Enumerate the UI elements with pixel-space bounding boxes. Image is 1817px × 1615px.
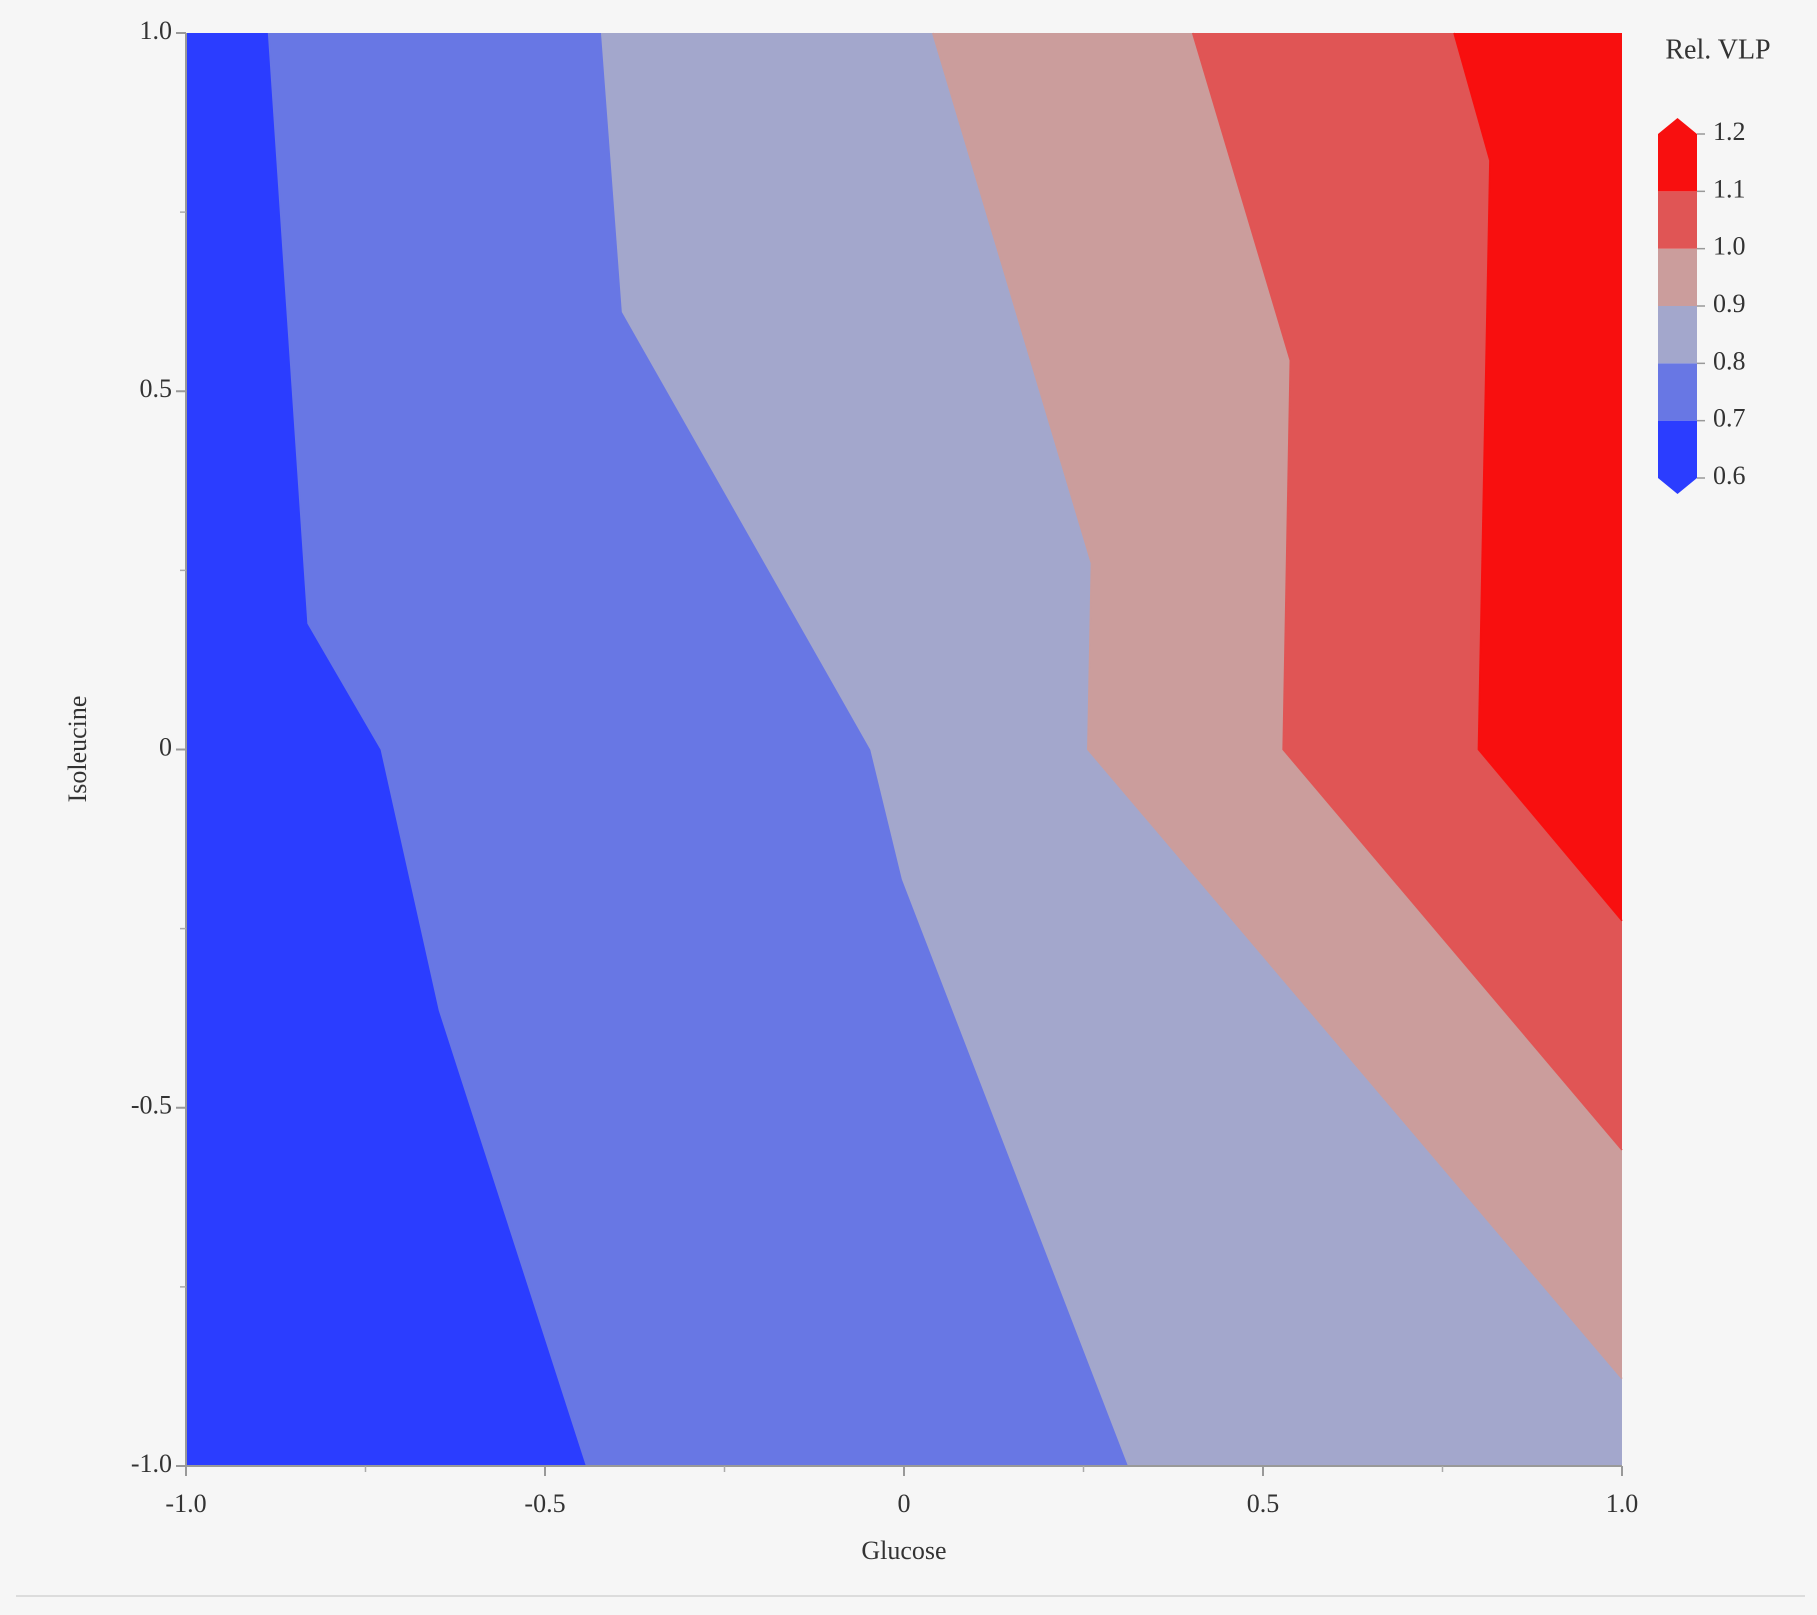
x-tick-label: -1.0	[165, 1489, 206, 1518]
colorbar-arrow	[1658, 478, 1697, 494]
colorbar-tick-label: 0.9	[1713, 289, 1746, 318]
colorbar-tick-label: 0.8	[1713, 346, 1746, 375]
colorbar-band	[1658, 134, 1697, 192]
contour-line	[267, 32, 588, 1467]
colorbar-tick-label: 0.7	[1713, 404, 1746, 433]
contour-line	[600, 32, 1130, 1467]
colorbar-tick-label: 0.6	[1713, 461, 1746, 490]
colorbar-tick-label: 1.0	[1713, 232, 1746, 261]
y-tick-label: 0.5	[140, 374, 173, 403]
x-tick-label: -0.5	[524, 1489, 565, 1518]
x-tick-label: 0	[898, 1489, 911, 1518]
contour-line	[932, 32, 1623, 1380]
y-axis-label: Isoleucine	[63, 696, 92, 803]
colorbar-band	[1658, 248, 1697, 306]
colorbar-title: Rel. VLP	[1665, 34, 1770, 65]
colorbar-arrow	[1658, 118, 1697, 134]
y-tick-label: -1.0	[131, 1449, 172, 1478]
colorbar-band	[1658, 363, 1697, 421]
colorbar-tick-label: 1.1	[1713, 174, 1746, 203]
colorbar-band	[1658, 306, 1697, 364]
y-tick-label: -0.5	[131, 1091, 172, 1120]
colorbar-band	[1658, 420, 1697, 478]
y-tick-label: 1.0	[140, 16, 173, 45]
x-axis-label: Glucose	[861, 1536, 946, 1565]
x-tick-label: 0.5	[1247, 1489, 1280, 1518]
colorbar-band	[1658, 191, 1697, 249]
x-tick-label: 1.0	[1606, 1489, 1639, 1518]
contour-line	[1453, 32, 1623, 922]
contour-band	[1453, 33, 1622, 921]
contour-line	[1191, 32, 1623, 1151]
y-tick-label: 0	[159, 732, 172, 761]
colorbar-tick-label: 1.2	[1713, 117, 1746, 146]
